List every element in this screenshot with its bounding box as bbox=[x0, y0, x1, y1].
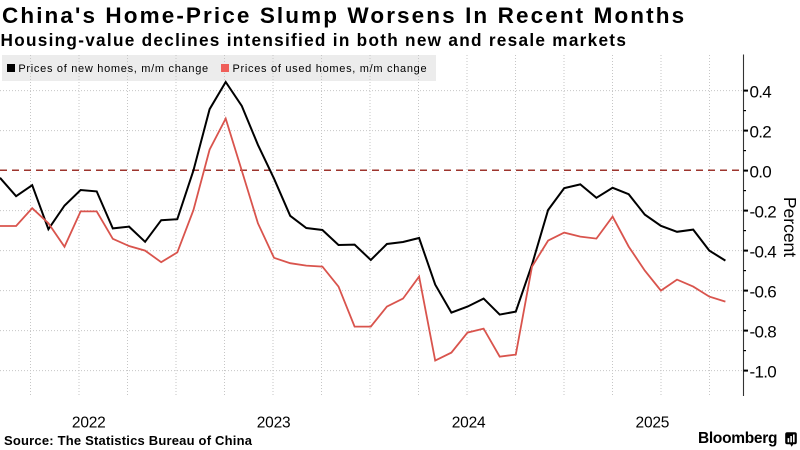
svg-text:2022: 2022 bbox=[72, 415, 106, 432]
svg-text:Percent: Percent bbox=[780, 197, 800, 257]
svg-text:-0.4: -0.4 bbox=[750, 243, 777, 262]
svg-text:0.4: 0.4 bbox=[750, 83, 772, 102]
svg-text:-0.8: -0.8 bbox=[750, 323, 777, 342]
svg-text:0.2: 0.2 bbox=[750, 123, 772, 142]
svg-text:2025: 2025 bbox=[636, 415, 670, 432]
svg-text:-1.0: -1.0 bbox=[750, 363, 777, 382]
svg-text:2023: 2023 bbox=[257, 415, 291, 432]
svg-text:2024: 2024 bbox=[452, 415, 486, 432]
svg-text:-0.6: -0.6 bbox=[750, 283, 777, 302]
svg-text:0.0: 0.0 bbox=[750, 163, 772, 182]
svg-text:-0.2: -0.2 bbox=[750, 203, 777, 222]
